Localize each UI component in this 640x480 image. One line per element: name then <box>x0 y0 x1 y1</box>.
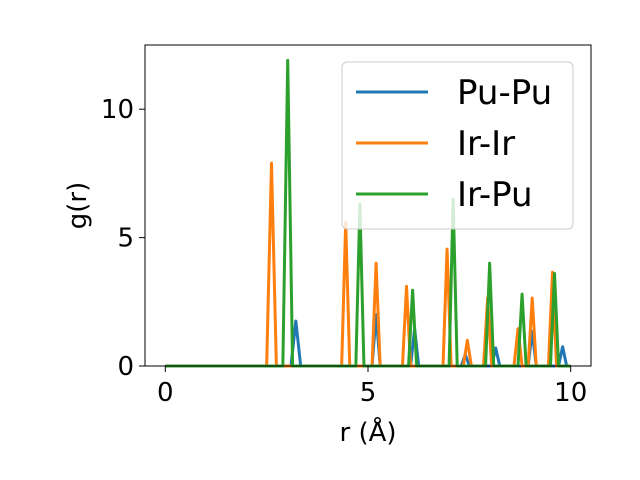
x-tick-label: 0 <box>157 378 174 408</box>
x-tick-label: 5 <box>360 378 377 408</box>
series-line-pu-pu <box>165 313 571 368</box>
y-tick-label: 10 <box>101 95 134 125</box>
y-tick-label: 0 <box>117 352 134 382</box>
x-tick-label: 10 <box>554 378 587 408</box>
ticks-layer: 0 5 10 0 5 10 <box>101 95 587 408</box>
legend-label-ir-pu: Ir-Pu <box>457 175 533 215</box>
legend: Pu-Pu Ir-Ir Ir-Pu <box>341 61 574 230</box>
legend-box <box>341 61 574 230</box>
y-tick-label: 5 <box>117 224 134 254</box>
legend-label-ir-ir: Ir-Ir <box>457 124 515 164</box>
y-axis-label: g(r) <box>63 182 93 229</box>
x-axis-label: r (Å) <box>339 416 396 448</box>
legend-label-pu-pu: Pu-Pu <box>457 73 552 113</box>
